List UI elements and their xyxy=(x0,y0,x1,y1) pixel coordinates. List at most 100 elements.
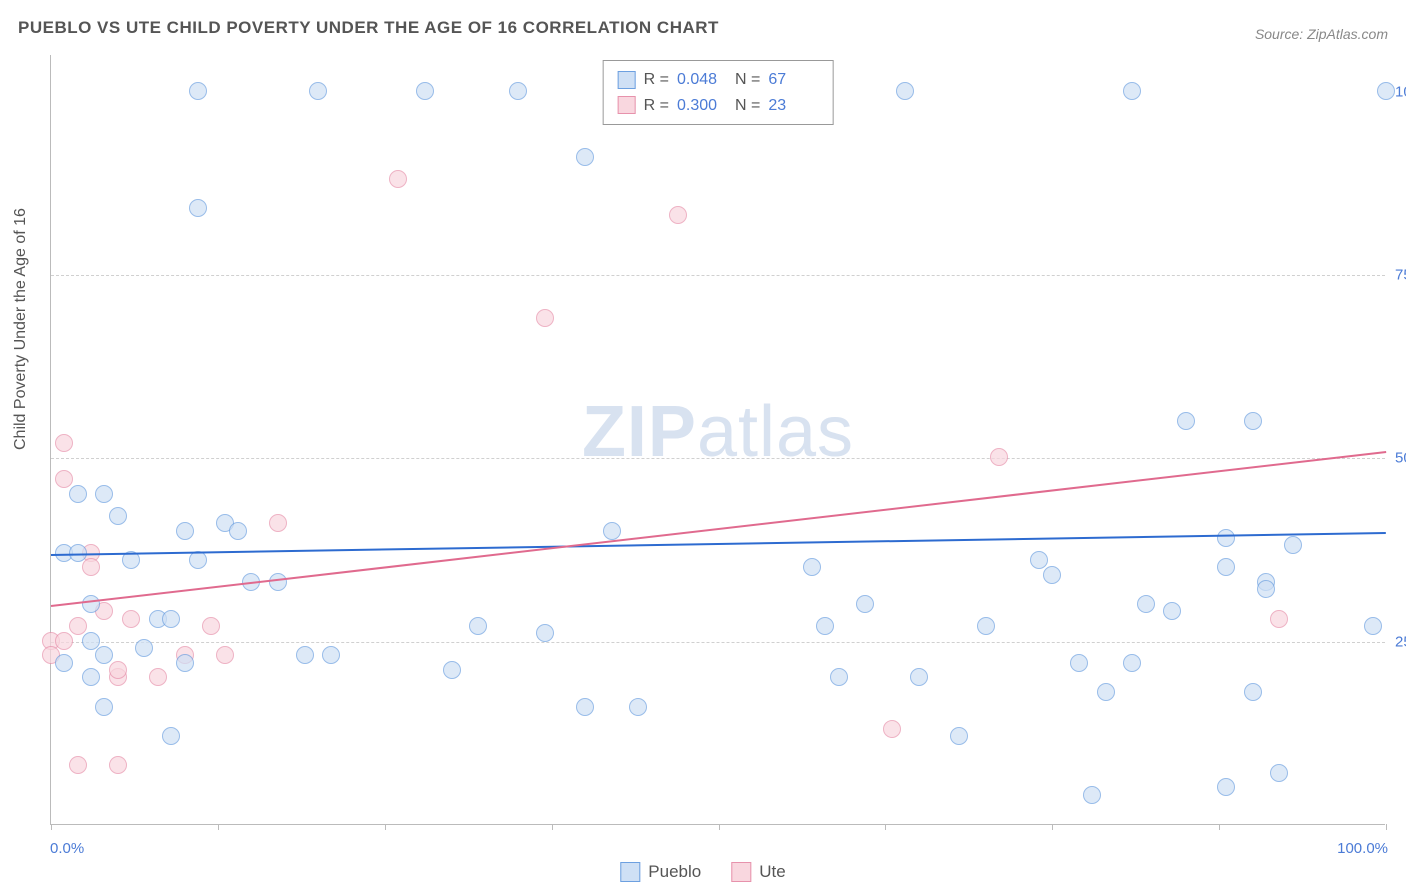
data-point-pueblo xyxy=(95,698,113,716)
data-point-ute xyxy=(883,720,901,738)
xtick-right: 100.0% xyxy=(1337,840,1388,857)
data-point-pueblo xyxy=(189,82,207,100)
data-point-pueblo xyxy=(1083,786,1101,804)
legend-swatch-pueblo xyxy=(620,862,640,882)
data-point-pueblo xyxy=(1364,617,1382,635)
data-point-pueblo xyxy=(189,199,207,217)
data-point-pueblo xyxy=(82,668,100,686)
data-point-ute xyxy=(389,170,407,188)
data-point-ute xyxy=(109,661,127,679)
legend-item-pueblo: Pueblo xyxy=(620,862,701,882)
chart-title: PUEBLO VS UTE CHILD POVERTY UNDER THE AG… xyxy=(18,18,719,38)
data-point-pueblo xyxy=(176,654,194,672)
data-point-pueblo xyxy=(95,646,113,664)
bottom-legend: Pueblo Ute xyxy=(620,862,785,882)
data-point-pueblo xyxy=(816,617,834,635)
data-point-ute xyxy=(149,668,167,686)
data-point-pueblo xyxy=(1257,580,1275,598)
data-point-pueblo xyxy=(55,654,73,672)
data-point-ute xyxy=(202,617,220,635)
data-point-ute xyxy=(55,632,73,650)
r-value-pueblo: 0.048 xyxy=(677,67,727,93)
legend-swatch-ute xyxy=(731,862,751,882)
data-point-pueblo xyxy=(803,558,821,576)
data-point-pueblo xyxy=(82,595,100,613)
ytick-label: 25.0% xyxy=(1395,633,1406,650)
xtick xyxy=(552,824,553,830)
stats-legend: R =0.048N =67R =0.300N =23 xyxy=(603,60,834,125)
plot-area: ZIPatlas 25.0%50.0%75.0%100.0%R =0.048N … xyxy=(50,55,1385,825)
xtick xyxy=(1386,824,1387,830)
data-point-pueblo xyxy=(309,82,327,100)
data-point-ute xyxy=(55,434,73,452)
data-point-ute xyxy=(536,309,554,327)
r-label: R = xyxy=(644,67,669,93)
data-point-pueblo xyxy=(109,507,127,525)
data-point-pueblo xyxy=(1244,412,1262,430)
data-point-pueblo xyxy=(469,617,487,635)
data-point-pueblo xyxy=(856,595,874,613)
data-point-pueblo xyxy=(629,698,647,716)
data-point-pueblo xyxy=(69,485,87,503)
data-point-pueblo xyxy=(509,82,527,100)
data-point-pueblo xyxy=(1043,566,1061,584)
data-point-pueblo xyxy=(1217,529,1235,547)
data-point-ute xyxy=(1270,610,1288,628)
stats-row-ute: R =0.300N =23 xyxy=(618,93,819,119)
data-point-pueblo xyxy=(269,573,287,591)
n-value-ute: 23 xyxy=(768,93,818,119)
data-point-pueblo xyxy=(603,522,621,540)
gridline xyxy=(51,458,1385,459)
xtick xyxy=(1219,824,1220,830)
xtick xyxy=(1052,824,1053,830)
data-point-pueblo xyxy=(1137,595,1155,613)
legend-label-pueblo: Pueblo xyxy=(648,862,701,882)
n-value-pueblo: 67 xyxy=(768,67,818,93)
data-point-pueblo xyxy=(1270,764,1288,782)
correlation-chart: PUEBLO VS UTE CHILD POVERTY UNDER THE AG… xyxy=(0,0,1406,892)
ytick-label: 75.0% xyxy=(1395,267,1406,284)
data-point-pueblo xyxy=(416,82,434,100)
trendline xyxy=(51,451,1386,607)
data-point-pueblo xyxy=(830,668,848,686)
data-point-ute xyxy=(122,610,140,628)
data-point-pueblo xyxy=(176,522,194,540)
stats-swatch-ute xyxy=(618,96,636,114)
data-point-ute xyxy=(990,448,1008,466)
data-point-pueblo xyxy=(162,610,180,628)
data-point-pueblo xyxy=(1177,412,1195,430)
data-point-pueblo xyxy=(536,624,554,642)
n-label: N = xyxy=(735,93,760,119)
data-point-pueblo xyxy=(1070,654,1088,672)
data-point-pueblo xyxy=(950,727,968,745)
watermark: ZIPatlas xyxy=(582,390,854,472)
data-point-pueblo xyxy=(82,632,100,650)
ytick-label: 100.0% xyxy=(1395,83,1406,100)
chart-source: Source: ZipAtlas.com xyxy=(1255,26,1388,42)
data-point-pueblo xyxy=(896,82,914,100)
data-point-pueblo xyxy=(1097,683,1115,701)
data-point-ute xyxy=(669,206,687,224)
data-point-pueblo xyxy=(162,727,180,745)
data-point-pueblo xyxy=(1030,551,1048,569)
stats-swatch-pueblo xyxy=(618,71,636,89)
data-point-ute xyxy=(216,646,234,664)
xtick xyxy=(218,824,219,830)
xtick-left: 0.0% xyxy=(50,840,84,857)
data-point-pueblo xyxy=(95,485,113,503)
ytick-label: 50.0% xyxy=(1395,450,1406,467)
y-axis-label: Child Poverty Under the Age of 16 xyxy=(12,208,30,450)
data-point-pueblo xyxy=(189,551,207,569)
r-label: R = xyxy=(644,93,669,119)
n-label: N = xyxy=(735,67,760,93)
data-point-pueblo xyxy=(1284,536,1302,554)
data-point-pueblo xyxy=(576,698,594,716)
data-point-pueblo xyxy=(1217,778,1235,796)
data-point-pueblo xyxy=(910,668,928,686)
data-point-pueblo xyxy=(322,646,340,664)
trendline xyxy=(51,532,1386,556)
data-point-pueblo xyxy=(296,646,314,664)
stats-row-pueblo: R = 0.048 N = 67 xyxy=(618,67,819,93)
data-point-ute xyxy=(69,756,87,774)
data-point-pueblo xyxy=(1377,82,1395,100)
